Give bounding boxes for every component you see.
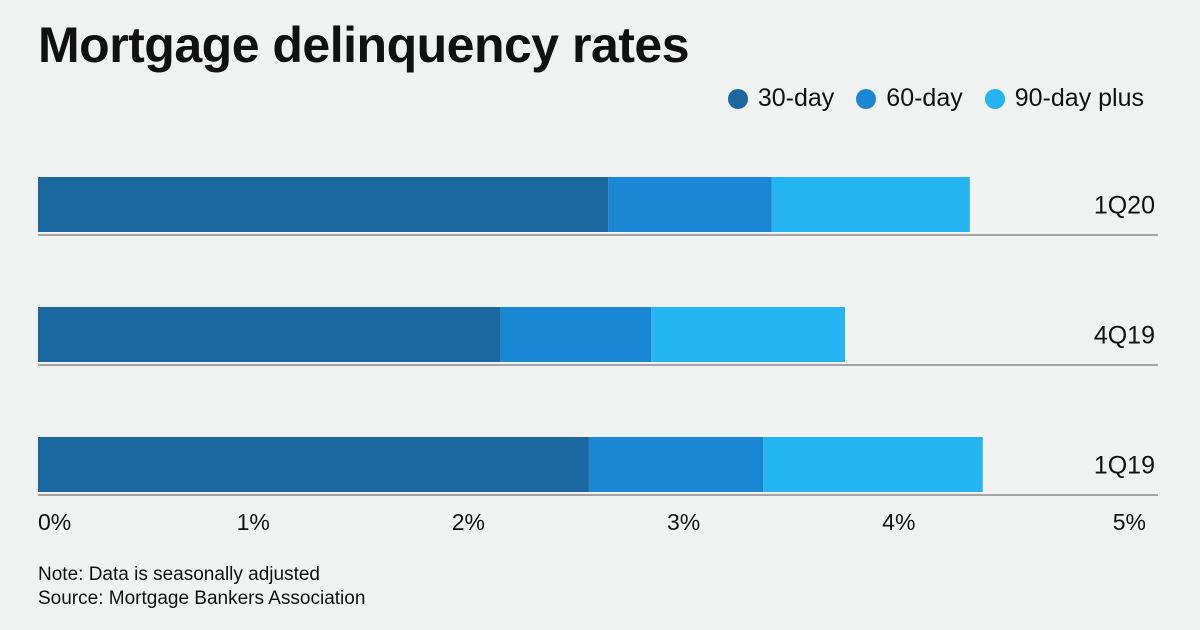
legend-label-30-day: 30-day (757, 84, 835, 112)
chart-note: Note: Data is seasonally adjusted Source… (38, 563, 365, 611)
bar-1q19-90-day-plus (763, 437, 983, 492)
x-tick-label-0: 0% (38, 509, 71, 535)
legend-swatch-30-day (727, 88, 748, 109)
x-tick-label-2: 2% (452, 509, 485, 535)
source-text: Source: Mortgage Bankers Association (38, 588, 366, 609)
bar-4q19-30-day (38, 307, 501, 362)
category-label-1q20: 1Q20 (1094, 192, 1155, 220)
category-label-4q19: 4Q19 (1094, 322, 1155, 350)
x-tick-label-4: 4% (882, 509, 915, 535)
bar-4q19-60-day (500, 307, 652, 362)
bar-1q20-30-day (38, 177, 609, 232)
chart-title: Mortgage delinquency rates (38, 17, 690, 73)
legend: 30-day 60-day 90-day plus (727, 84, 1144, 113)
x-tick-label-5: 5% (1113, 509, 1146, 535)
legend-item-60-day: 60-day (856, 84, 963, 113)
bar-1q20-90-day-plus (771, 177, 970, 232)
bar-1q19-60-day (588, 437, 764, 492)
x-tick-label-1: 1% (237, 509, 270, 535)
legend-label-60-day: 60-day (886, 84, 963, 112)
x-tick-label-3: 3% (667, 509, 700, 535)
legend-label-90-day-plus: 90-day plus (1014, 84, 1144, 112)
bar-4q19-90-day-plus (651, 307, 845, 362)
bar-1q20-60-day (608, 177, 772, 232)
category-label-1q19: 1Q19 (1094, 452, 1155, 480)
legend-item-30-day: 30-day (727, 84, 835, 113)
note-text: Note: Data is seasonally adjusted (38, 564, 320, 585)
legend-swatch-60-day (856, 88, 877, 109)
legend-swatch-90-day-plus (984, 88, 1005, 109)
bar-1q19-30-day (38, 437, 589, 492)
legend-item-90-day-plus: 90-day plus (984, 84, 1144, 113)
